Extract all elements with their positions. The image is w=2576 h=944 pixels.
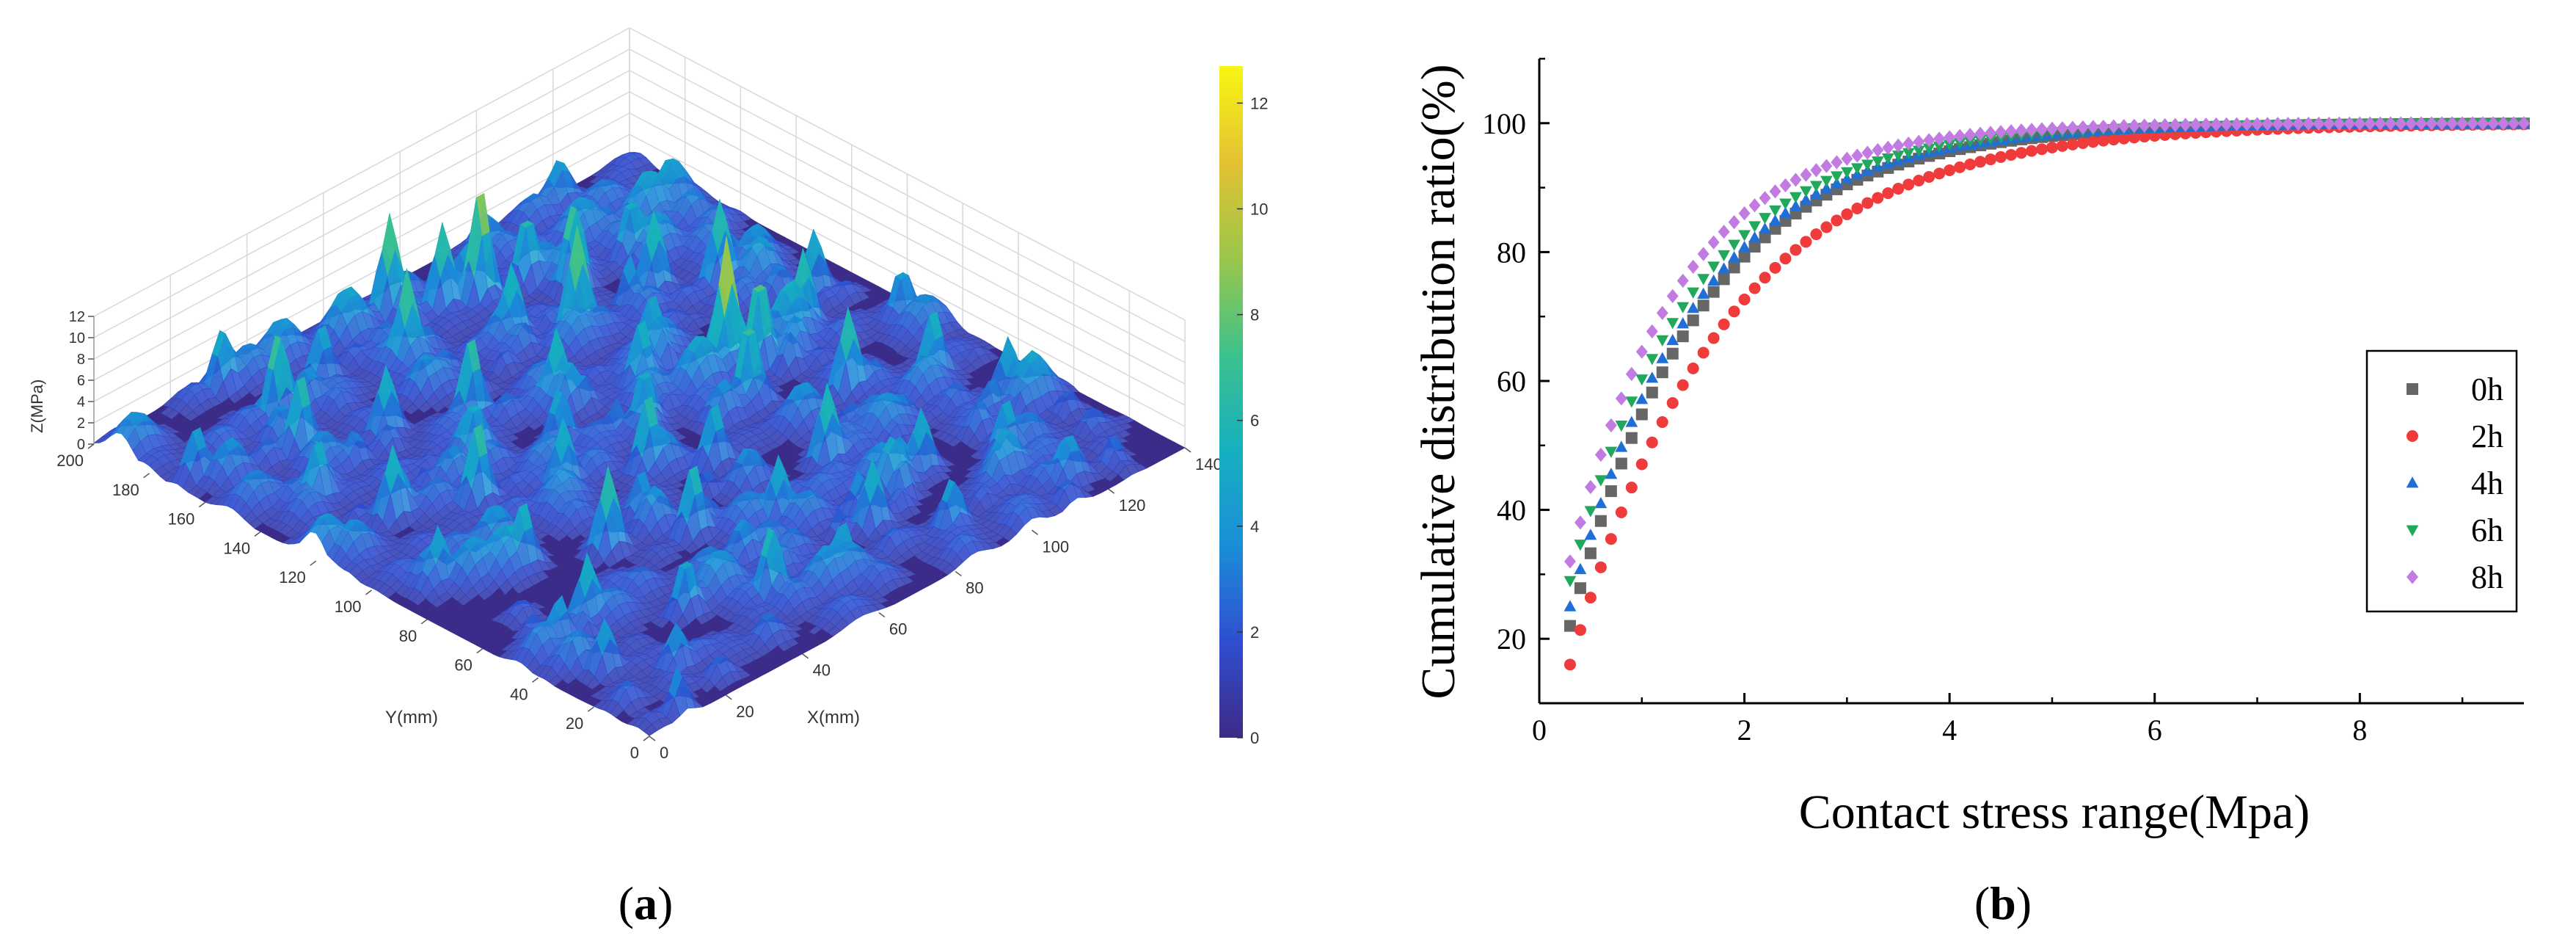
grid-line [93,70,630,360]
surface-plot-panel: 0204060801001201400204060801001201401601… [28,27,1268,929]
grid-line [93,112,630,402]
surface-mesh [93,152,1186,736]
surface-back-grid [93,27,1186,449]
grid-line [93,134,630,424]
grid-line [93,48,630,338]
grid-line [93,91,630,381]
grid-line [93,27,630,317]
